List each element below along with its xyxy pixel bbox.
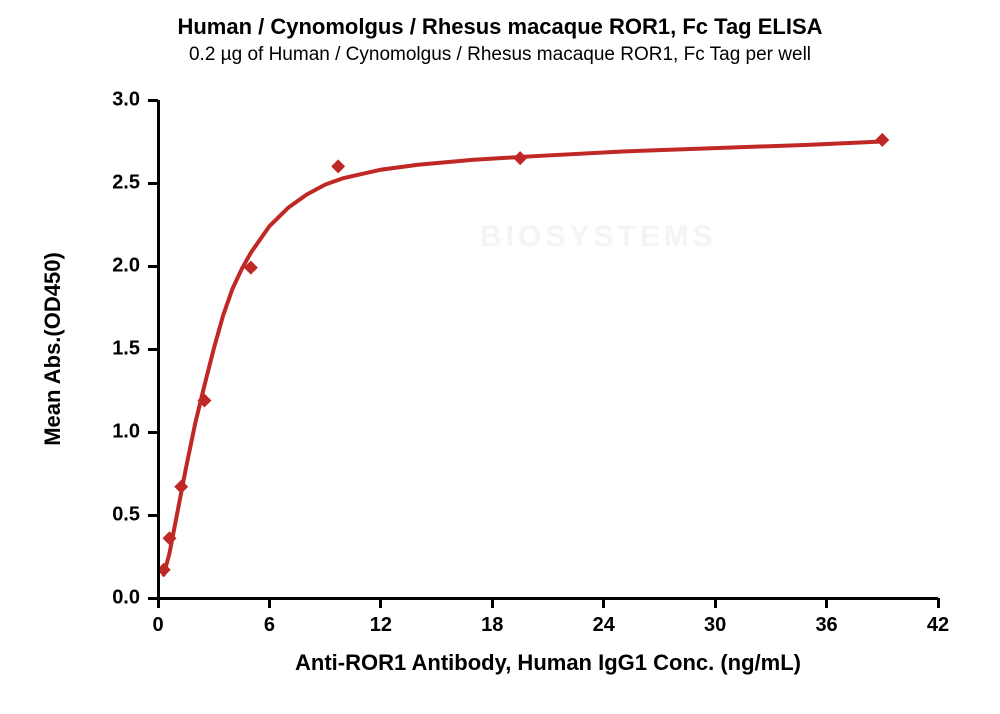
y-tick-mark xyxy=(148,182,158,185)
y-tick-mark xyxy=(148,431,158,434)
y-tick-label: 0.5 xyxy=(80,504,140,527)
x-axis-line xyxy=(158,597,938,600)
y-tick-label: 2.0 xyxy=(80,255,140,278)
y-tick-mark xyxy=(148,348,158,351)
y-tick-label: 2.5 xyxy=(80,172,140,195)
x-tick-mark xyxy=(714,598,717,608)
data-marker xyxy=(875,133,889,147)
x-tick-label: 30 xyxy=(704,614,726,637)
x-tick-label: 24 xyxy=(593,614,615,637)
x-axis-title: Anti-ROR1 Antibody, Human IgG1 Conc. (ng… xyxy=(295,650,801,676)
title-block: Human / Cynomolgus / Rhesus macaque ROR1… xyxy=(0,14,1000,66)
x-tick-mark xyxy=(602,598,605,608)
x-tick-label: 12 xyxy=(370,614,392,637)
x-tick-mark xyxy=(379,598,382,608)
data-marker xyxy=(174,480,188,494)
x-tick-label: 18 xyxy=(481,614,503,637)
y-axis-title: Mean Abs.(OD450) xyxy=(40,252,66,446)
x-tick-label: 42 xyxy=(927,614,949,637)
plot-svg xyxy=(158,100,938,598)
y-tick-label: 1.5 xyxy=(80,338,140,361)
y-tick-label: 0.0 xyxy=(80,587,140,610)
x-tick-mark xyxy=(157,598,160,608)
chart-main-title: Human / Cynomolgus / Rhesus macaque ROR1… xyxy=(0,14,1000,40)
data-marker xyxy=(331,159,345,173)
plot-area: 0.00.51.01.52.02.53.0 06121824303642 xyxy=(158,100,938,598)
y-tick-label: 3.0 xyxy=(80,89,140,112)
x-tick-label: 0 xyxy=(152,614,163,637)
y-tick-mark xyxy=(148,99,158,102)
x-tick-mark xyxy=(268,598,271,608)
y-tick-mark xyxy=(148,265,158,268)
chart-container: Human / Cynomolgus / Rhesus macaque ROR1… xyxy=(0,0,1000,714)
x-tick-mark xyxy=(825,598,828,608)
x-tick-mark xyxy=(491,598,494,608)
chart-sub-title: 0.2 µg of Human / Cynomolgus / Rhesus ma… xyxy=(0,44,1000,66)
fit-curve xyxy=(164,142,883,575)
y-tick-mark xyxy=(148,514,158,517)
x-tick-label: 6 xyxy=(264,614,275,637)
data-marker xyxy=(513,151,527,165)
y-tick-label: 1.0 xyxy=(80,421,140,444)
x-tick-label: 36 xyxy=(815,614,837,637)
x-tick-mark xyxy=(937,598,940,608)
